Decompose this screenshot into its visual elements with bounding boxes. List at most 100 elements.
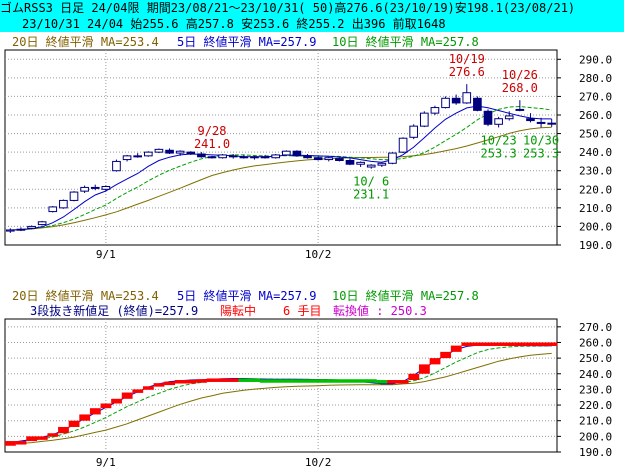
break-block [482,342,494,346]
candle-body [218,154,227,159]
price-y-tick-label: 280.0 [579,72,612,85]
candle-body [313,157,323,161]
candle-body [324,157,334,161]
annotation-date: 10/23 [481,133,517,147]
candle-body [345,160,355,165]
annotation-value: 253.3 [481,146,517,160]
tlb-x-tick-label: 9/1 [96,456,116,469]
break-block [164,381,176,386]
candle-body [451,97,461,104]
break-block [291,379,303,383]
top-legend-ma5: 5日 終値平滑 MA=257.9 [177,35,317,49]
annotation-date: 9/28 [198,124,227,138]
break-block [355,379,367,383]
price-y-tick-label: 220.0 [579,183,612,196]
candle-body [281,150,291,156]
break-block [493,342,505,346]
candle-body [250,156,259,159]
break-block [472,342,483,346]
candle-body [27,225,36,229]
annotation-date: 10/ 6 [353,175,389,189]
break-block [58,426,69,434]
top-legend-ma10: 10日 終値平滑 MA=257.8 [332,35,479,49]
candle-body [473,97,482,111]
candle-body [16,228,26,231]
candle-body [335,158,344,161]
break-block [36,436,48,440]
tlb-y-tick-label: 270.0 [579,321,612,334]
candle-body [143,151,153,157]
candle-body [356,161,365,165]
price-y-tick-label: 270.0 [579,90,612,103]
break-block [259,379,271,383]
candle-body [175,150,185,154]
annotation-value: 241.0 [194,137,230,151]
break-block [5,441,16,446]
candle-body [165,149,174,154]
candle-body [462,92,472,104]
break-block [514,342,526,346]
break-block [270,379,282,383]
candle-body [37,221,47,226]
bottom-legend-ma20: 20日 終値平滑 MA=253.4 [12,289,159,303]
candle-body [441,97,450,109]
candle-body [388,152,397,164]
break-block [429,358,441,365]
candle-body [48,206,58,213]
break-block [281,379,292,383]
price-y-tick-label: 250.0 [579,128,612,141]
candle-body [419,112,429,127]
bottom-legend-ma5: 5日 終値平滑 MA=257.9 [177,289,317,303]
break-block [408,373,420,381]
break-block [174,380,186,384]
break-block [397,380,409,384]
break-block [111,398,122,404]
annotation-value: 268.0 [502,81,538,95]
break-block [344,379,356,383]
break-block [461,342,473,346]
annotation-value: 276.6 [449,65,485,79]
candle-body [239,156,249,159]
price-y-tick-label: 190.0 [579,239,612,252]
top-legend-ma20: 20日 終値平滑 MA=253.4 [12,35,159,49]
candle-body [260,156,270,159]
break-block [153,383,165,387]
candle-body [80,186,89,192]
candle-body [409,125,419,138]
break-block [312,379,324,383]
break-block [79,414,91,421]
break-block [376,380,388,384]
tlb-y-tick-label: 260.0 [579,336,612,349]
price-x-tick-label: 9/1 [96,248,116,261]
tlb-y-tick-label: 220.0 [579,399,612,412]
break-block [68,420,80,427]
break-block [217,378,229,382]
candle-body [271,154,281,159]
annotation-date: 10/30 [523,133,559,147]
bottom-legend-ma10: 10日 終値平滑 MA=257.8 [332,289,479,303]
break-block [15,441,27,445]
candle-body [536,121,546,124]
ma5-line [10,105,552,231]
candle-body [398,137,408,153]
candle-body [483,110,493,125]
break-block [503,342,515,346]
tlb-y-tick-label: 200.0 [579,430,612,443]
candle-body [186,151,196,155]
tlb-y-tick-label: 230.0 [579,383,612,396]
candle-body [90,186,100,189]
candle-body [197,153,206,158]
bottom-legend-three-line-break: 3段抜き新値足 (終値)=257.9 [30,304,199,318]
break-block [196,379,207,383]
candle-body [377,162,387,166]
annotation-value: 231.1 [353,188,389,202]
break-block [132,389,144,393]
candle-body [133,155,143,158]
price-y-tick-label: 210.0 [579,202,612,215]
candle-body [59,199,68,209]
price-x-tick-label: 10/2 [305,248,332,261]
break-block [249,378,260,382]
tlb-plot-frame [4,318,558,453]
candle-body [228,155,238,158]
tlb-y-tick-label: 250.0 [579,352,612,365]
